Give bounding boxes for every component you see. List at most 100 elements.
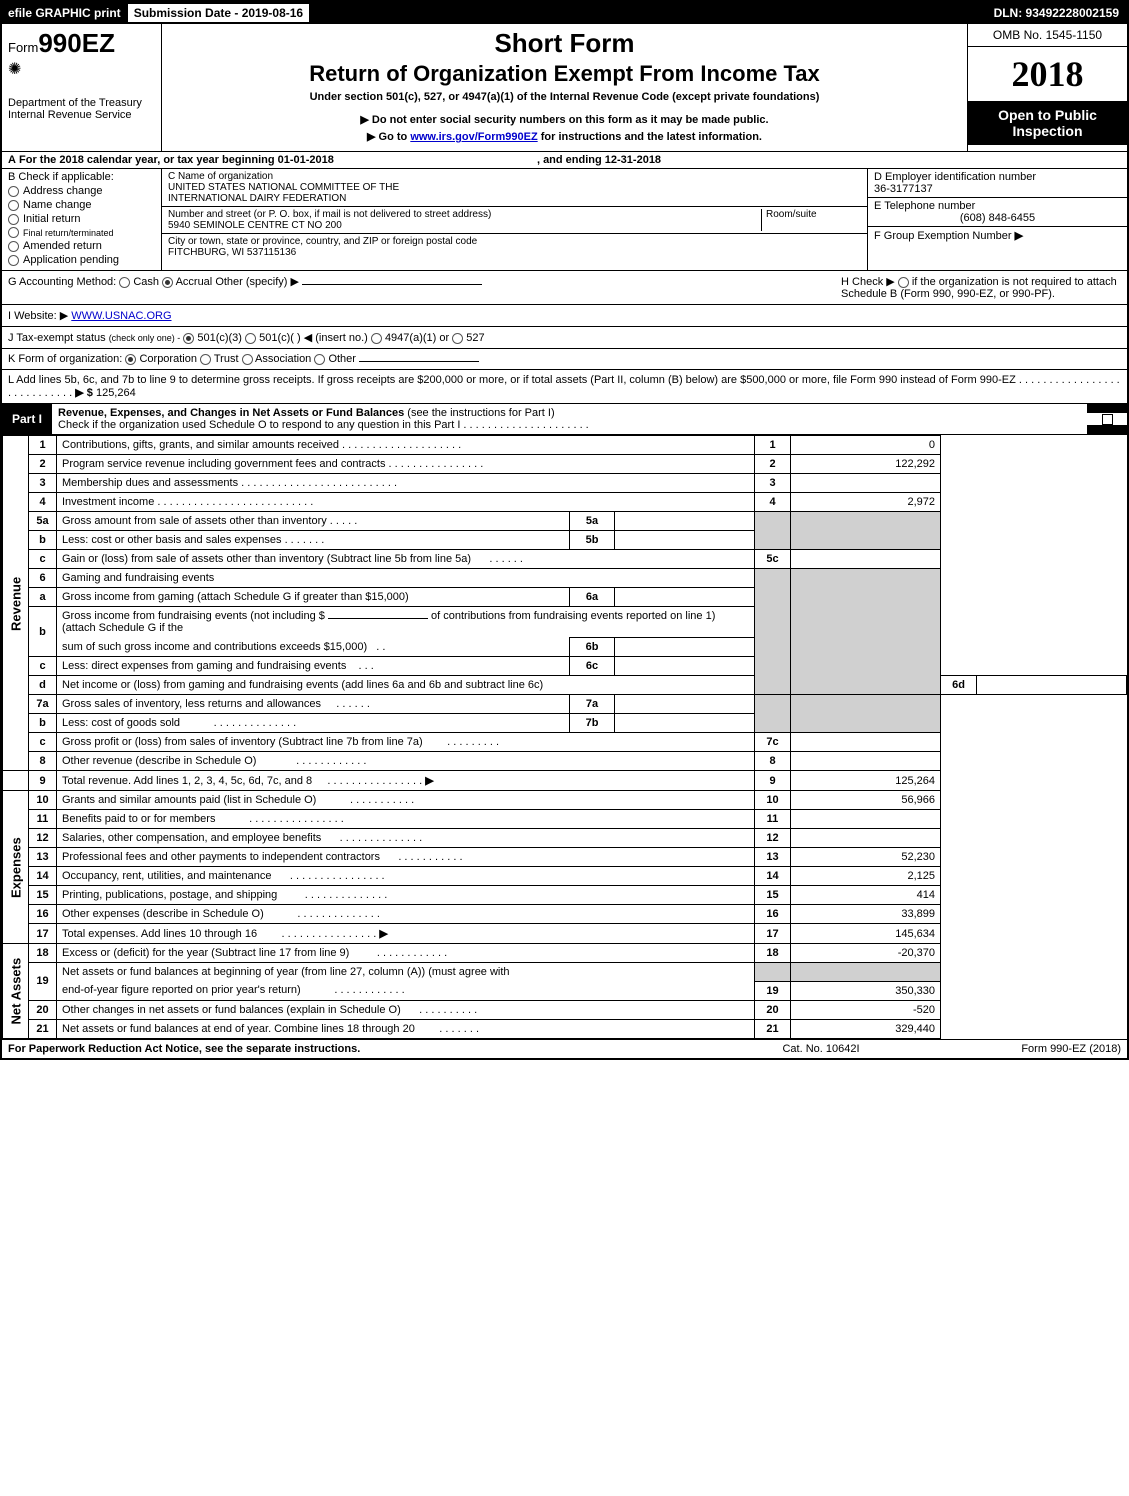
line-val: 0 xyxy=(791,436,941,455)
table-row: 2 Program service revenue including gove… xyxy=(3,455,1127,474)
row-i: I Website: ▶ WWW.USNAC.ORG xyxy=(2,305,1127,327)
check-amended[interactable] xyxy=(8,241,19,252)
l-label: L xyxy=(8,374,14,386)
j-insert: ◀ (insert no.) xyxy=(304,332,368,344)
form-prefix: Form xyxy=(8,40,38,55)
l-amount: 125,264 xyxy=(96,387,136,399)
header-center: Short Form Return of Organization Exempt… xyxy=(162,24,967,151)
open-line1: Open to Public xyxy=(972,107,1123,123)
radio-4947[interactable] xyxy=(371,333,382,344)
col-d: D Employer identification number 36-3177… xyxy=(867,169,1127,270)
open-public-badge: Open to Public Inspection xyxy=(968,101,1127,145)
table-row: 8 Other revenue (describe in Schedule O)… xyxy=(3,752,1127,771)
table-row: sum of such gross income and contributio… xyxy=(3,638,1127,657)
short-form-title: Short Form xyxy=(170,28,959,59)
line-num: 1 xyxy=(29,436,57,455)
radio-527[interactable] xyxy=(452,333,463,344)
check-final-return[interactable] xyxy=(8,227,19,238)
tax-year: 2018 xyxy=(968,47,1127,101)
omb-number: OMB No. 1545-1150 xyxy=(968,24,1127,47)
j-opt3: 4947(a)(1) or xyxy=(385,332,449,344)
initial-return-label: Initial return xyxy=(23,213,80,225)
line-desc: Contributions, gifts, grants, and simila… xyxy=(57,436,755,455)
part1-title-bold: Revenue, Expenses, and Changes in Net As… xyxy=(58,407,404,419)
header-right: OMB No. 1545-1150 2018 Open to Public In… xyxy=(967,24,1127,151)
radio-corp[interactable] xyxy=(125,354,136,365)
table-row: a Gross income from gaming (attach Sched… xyxy=(3,588,1127,607)
header-zone: Form990EZ ✺ Department of the Treasury I… xyxy=(2,24,1127,152)
table-row: Expenses 10 Grants and similar amounts p… xyxy=(3,791,1127,810)
street-value: 5940 SEMINOLE CENTRE CT NO 200 xyxy=(168,220,761,231)
check-name-change[interactable] xyxy=(8,200,19,211)
pending-label: Application pending xyxy=(23,254,119,266)
footer-left: For Paperwork Reduction Act Notice, see … xyxy=(8,1043,721,1055)
table-row: 20 Other changes in net assets or fund b… xyxy=(3,1000,1127,1019)
city-label: City or town, state or province, country… xyxy=(168,236,861,247)
table-row: 6 Gaming and fundraising events xyxy=(3,569,1127,588)
radio-accrual[interactable] xyxy=(162,277,173,288)
label-a: A xyxy=(8,154,16,166)
table-row: c Less: direct expenses from gaming and … xyxy=(3,657,1127,676)
website-link[interactable]: WWW.USNAC.ORG xyxy=(71,310,171,322)
j-note: (check only one) - xyxy=(109,333,181,343)
table-row: 3 Membership dues and assessments . . . … xyxy=(3,474,1127,493)
check-initial-return[interactable] xyxy=(8,214,19,225)
row-l: L Add lines 5b, 6c, and 7b to line 9 to … xyxy=(2,370,1127,404)
cash-label: Cash xyxy=(133,276,159,288)
k-trust: Trust xyxy=(214,353,239,365)
section-bcd: B Check if applicable: Address change Na… xyxy=(2,169,1127,271)
table-row: Revenue 1 Contributions, gifts, grants, … xyxy=(3,436,1127,455)
part1-header: Part I Revenue, Expenses, and Changes in… xyxy=(2,404,1127,435)
irs-link[interactable]: www.irs.gov/Form990EZ xyxy=(410,131,537,143)
dept-treasury: Department of the Treasury xyxy=(8,97,155,109)
part1-title-rest: (see the instructions for Part I) xyxy=(407,407,554,419)
part1-title: Revenue, Expenses, and Changes in Net As… xyxy=(52,404,1087,434)
table-row: 4 Investment income . . . . . . . . . . … xyxy=(3,493,1127,512)
other-label: Other (specify) ▶ xyxy=(215,276,299,288)
ein-label: D Employer identification number xyxy=(874,171,1121,183)
k-label: K Form of organization: xyxy=(8,353,122,365)
radio-501c[interactable] xyxy=(245,333,256,344)
revenue-side-label: Revenue xyxy=(3,436,29,771)
group-label: F Group Exemption Number xyxy=(874,230,1012,242)
table-row: 17 Total expenses. Add lines 10 through … xyxy=(3,924,1127,944)
row-a-text: For the 2018 calendar year, or tax year … xyxy=(19,154,334,166)
row-k: K Form of organization: Corporation Trus… xyxy=(2,349,1127,370)
final-return-label: Final return/terminated xyxy=(23,228,114,238)
table-row: 19 Net assets or fund balances at beginn… xyxy=(3,963,1127,982)
lines-table: Revenue 1 Contributions, gifts, grants, … xyxy=(2,435,1127,1039)
j-opt2: 501(c)( ) xyxy=(259,332,301,344)
check-pending[interactable] xyxy=(8,255,19,266)
under-section: Under section 501(c), 527, or 4947(a)(1)… xyxy=(170,91,959,103)
h-check-text: Check ▶ xyxy=(852,276,895,288)
row-gh: G Accounting Method: Cash Accrual Other … xyxy=(2,271,1127,305)
part1-checkbox[interactable] xyxy=(1102,414,1113,425)
no-ssn-line: ▶ Do not enter social security numbers o… xyxy=(170,113,959,126)
amended-label: Amended return xyxy=(23,240,102,252)
j-label: J Tax-exempt status xyxy=(8,332,106,344)
street-label: Number and street (or P. O. box, if mail… xyxy=(168,209,761,220)
table-row: 12 Salaries, other compensation, and emp… xyxy=(3,829,1127,848)
dln-label: DLN: 93492228002159 xyxy=(986,4,1127,22)
table-row: c Gain or (loss) from sale of assets oth… xyxy=(3,550,1127,569)
netassets-side-label: Net Assets xyxy=(3,944,29,1039)
table-row: 9 Total revenue. Add lines 1, 2, 3, 4, 5… xyxy=(3,771,1127,791)
return-title: Return of Organization Exempt From Incom… xyxy=(170,61,959,87)
row-a: A For the 2018 calendar year, or tax yea… xyxy=(2,152,1127,169)
form-number-block: Form990EZ xyxy=(8,28,155,59)
h-checkbox[interactable] xyxy=(898,277,909,288)
radio-assoc[interactable] xyxy=(242,354,253,365)
l-text: Add lines 5b, 6c, and 7b to line 9 to de… xyxy=(16,374,1016,386)
radio-cash[interactable] xyxy=(119,277,130,288)
radio-trust[interactable] xyxy=(200,354,211,365)
irs-label: Internal Revenue Service xyxy=(8,109,155,121)
col-b: B Check if applicable: Address change Na… xyxy=(2,169,162,270)
phone-value: (608) 848-6455 xyxy=(874,212,1121,224)
table-row: 5a Gross amount from sale of assets othe… xyxy=(3,512,1127,531)
table-row: 13 Professional fees and other payments … xyxy=(3,848,1127,867)
radio-501c3[interactable] xyxy=(183,333,194,344)
name-change-label: Name change xyxy=(23,199,92,211)
check-address-change[interactable] xyxy=(8,186,19,197)
radio-other[interactable] xyxy=(314,354,325,365)
org-name-1: UNITED STATES NATIONAL COMMITTEE OF THE xyxy=(168,182,861,193)
